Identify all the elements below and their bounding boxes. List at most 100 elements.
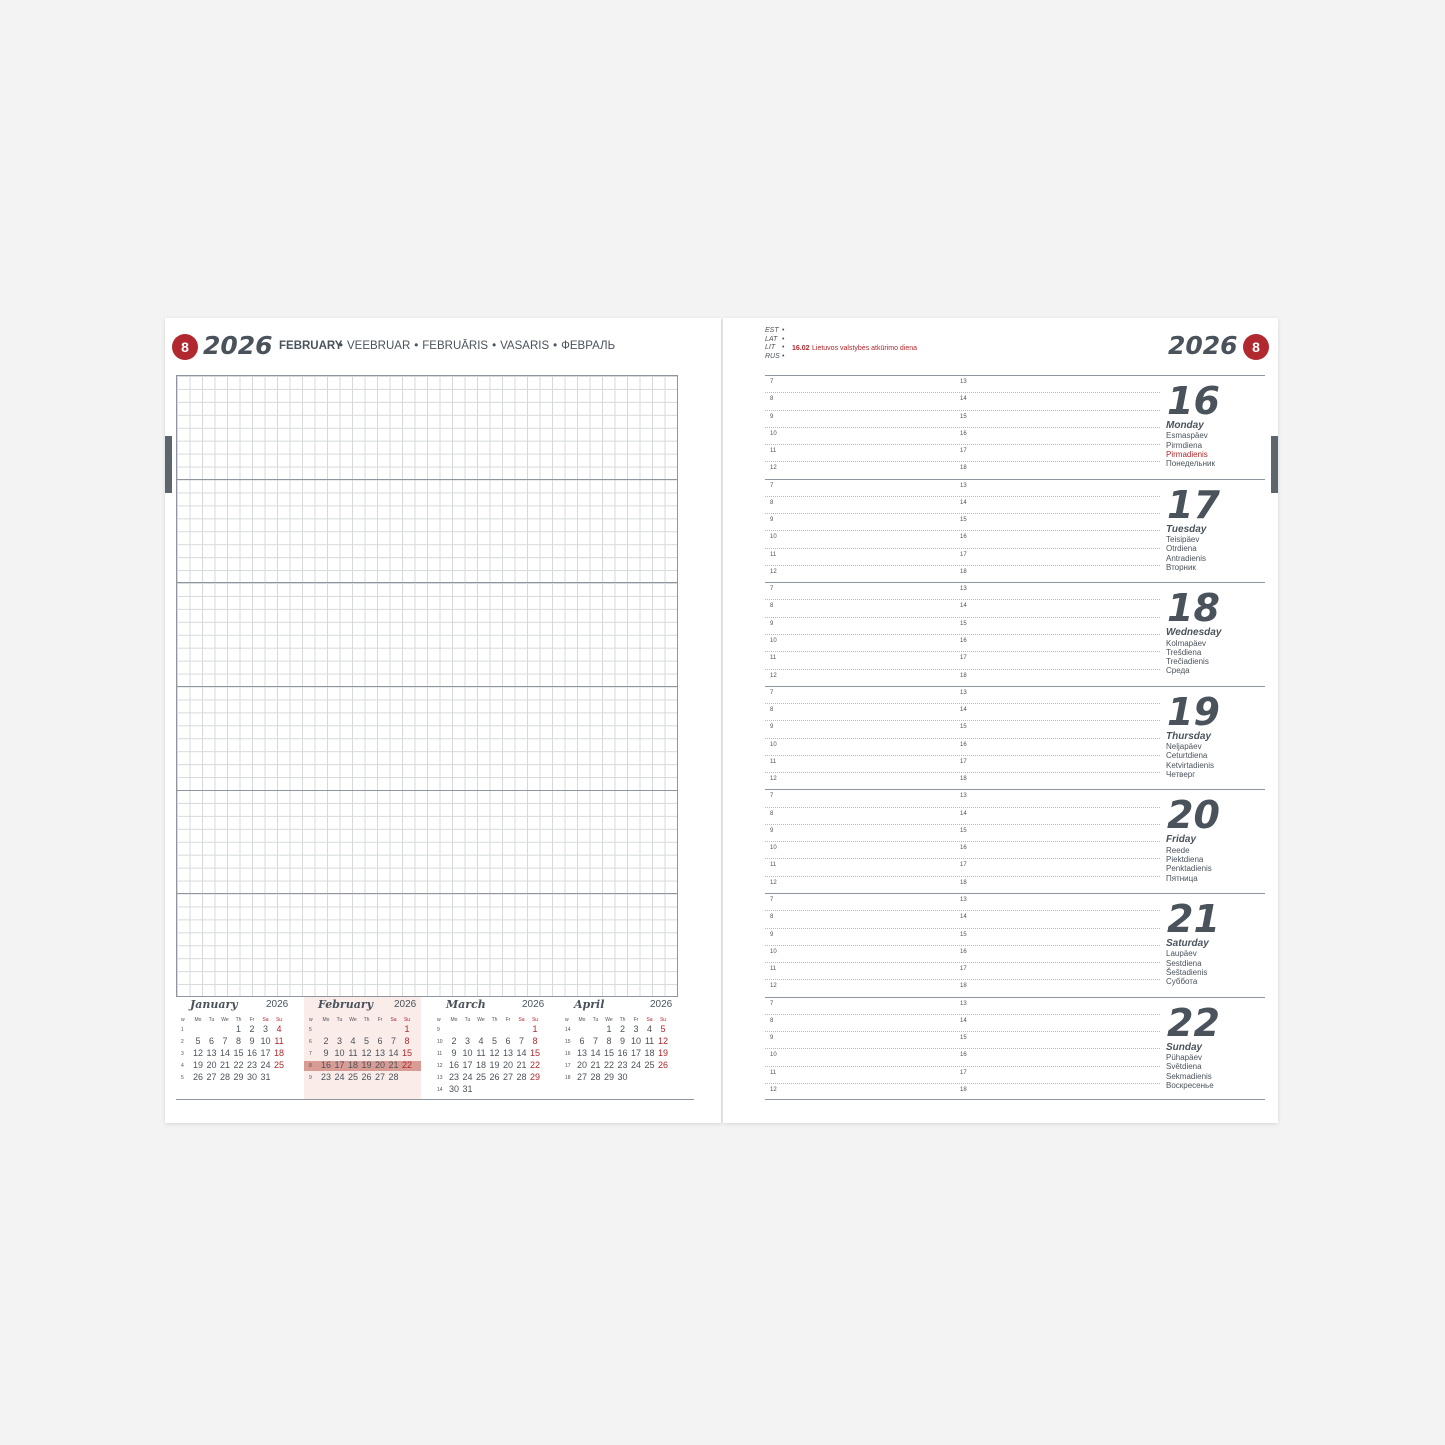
day: 11 <box>476 1048 486 1058</box>
day: 13 <box>576 1048 587 1058</box>
day: 13 <box>206 1048 217 1058</box>
separator: • <box>414 340 419 352</box>
hour: 18 <box>960 879 967 886</box>
day: 21 <box>590 1060 601 1070</box>
day: 27 <box>502 1072 513 1082</box>
weekday: Th <box>491 1017 498 1023</box>
day: 23 <box>246 1060 257 1070</box>
hour: 18 <box>960 672 967 679</box>
hour-rule <box>765 772 1160 774</box>
day: 16 <box>320 1060 331 1070</box>
day: 2 <box>323 1036 329 1046</box>
day-translation: Sekmadienis <box>1166 1071 1212 1081</box>
week-number: 11 <box>437 1051 443 1057</box>
week-header: w <box>565 1017 569 1023</box>
hour: 16 <box>960 638 967 644</box>
hour: 11 <box>770 655 777 662</box>
day: 9 <box>451 1048 457 1058</box>
hour: 16 <box>960 430 967 437</box>
week-header: w <box>309 1017 313 1023</box>
day: 15 <box>401 1048 412 1058</box>
day: 19 <box>657 1048 668 1058</box>
day: 23 <box>617 1060 628 1070</box>
day: 2 <box>249 1024 255 1034</box>
day-translation: Суббота <box>1166 977 1198 987</box>
hour-rule <box>765 910 1160 912</box>
day-translation: Ceturtdiena <box>1166 751 1208 761</box>
day: 11 <box>644 1036 655 1046</box>
month-year: 2026 <box>394 999 417 1010</box>
month-year: 2026 <box>266 999 289 1010</box>
day: 13 <box>374 1048 385 1058</box>
day: 7 <box>222 1036 228 1046</box>
week-header: w <box>437 1017 441 1023</box>
hour: 8 <box>770 914 774 921</box>
day: 2 <box>451 1036 457 1046</box>
day: 31 <box>462 1084 473 1094</box>
hour-rule <box>765 962 1160 964</box>
hour: 12 <box>770 1086 777 1093</box>
month: FEBRUARY <box>279 340 343 352</box>
hour-rule <box>765 858 1160 860</box>
weekday: Tu <box>464 1017 471 1023</box>
week-number: 6 <box>309 1039 312 1045</box>
week-number: 14 <box>437 1087 443 1093</box>
hour: 13 <box>960 793 967 800</box>
weekday: Sa <box>518 1017 525 1023</box>
hour-rule <box>765 513 1160 515</box>
day: 2 <box>619 1024 625 1034</box>
day: 22 <box>401 1060 412 1070</box>
day-translation: Четверг <box>1166 770 1196 779</box>
day-translation: Kolmapäev <box>1166 638 1207 648</box>
hour: 7 <box>770 379 774 385</box>
day: 4 <box>276 1024 282 1034</box>
day: 14 <box>516 1048 527 1058</box>
hour-rule <box>765 616 1160 618</box>
hour: 16 <box>960 845 967 852</box>
day: 19 <box>192 1060 203 1070</box>
day: 17 <box>334 1060 345 1070</box>
year: 2026 <box>1168 331 1238 360</box>
day: 6 <box>505 1036 511 1046</box>
day-translation: Neljapäev <box>1166 742 1202 752</box>
day: 24 <box>260 1060 271 1070</box>
tab <box>1271 436 1278 493</box>
hour: 18 <box>960 568 967 575</box>
day: 28 <box>516 1072 527 1082</box>
hour: 18 <box>960 983 967 990</box>
separator: • <box>782 327 785 334</box>
day-translation: Пятница <box>1166 873 1198 883</box>
hour: 8 <box>770 707 774 714</box>
day: 21 <box>388 1060 399 1070</box>
month-name: January <box>190 998 238 1011</box>
hour: 14 <box>960 810 967 817</box>
day: 28 <box>388 1072 399 1082</box>
hour: 17 <box>960 758 967 765</box>
day: 19 <box>489 1060 500 1070</box>
hour-rule <box>765 1065 1160 1067</box>
day-translation: Вторник <box>1166 562 1196 572</box>
day: 7 <box>592 1036 598 1046</box>
day: 9 <box>323 1048 329 1058</box>
day: 1 <box>235 1024 241 1034</box>
day: 25 <box>475 1072 486 1082</box>
day: 20 <box>502 1060 513 1070</box>
hour-rule <box>765 668 1160 670</box>
day-name: Wednesday <box>1166 627 1222 639</box>
day-number: 18 <box>1167 586 1220 631</box>
day: 5 <box>195 1036 201 1046</box>
day-translation: Reede <box>1166 845 1190 855</box>
day-rule <box>765 996 1265 998</box>
hour: 11 <box>770 966 777 973</box>
day: 3 <box>464 1036 470 1046</box>
weekday: Mo <box>194 1017 202 1023</box>
hour: 17 <box>960 448 967 455</box>
day: 5 <box>660 1024 666 1034</box>
weekday: Fr <box>505 1017 511 1023</box>
weekday: Sa <box>262 1017 269 1023</box>
day: 4 <box>350 1036 356 1046</box>
hour: 9 <box>770 724 774 731</box>
day-translation: Pirmadienis <box>1166 449 1208 459</box>
day-number: 17 <box>1167 482 1220 527</box>
hour: 10 <box>770 741 777 748</box>
